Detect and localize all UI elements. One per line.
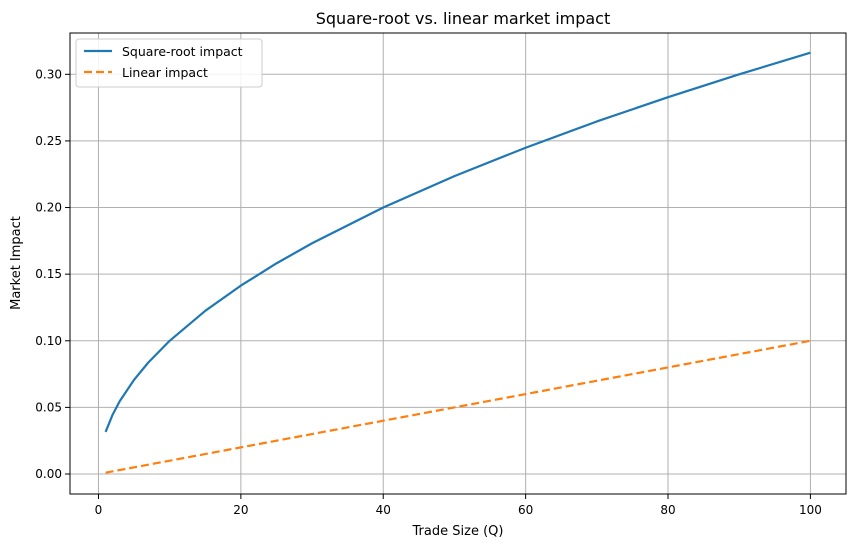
legend-label-linear: Linear impact: [122, 65, 208, 80]
legend-label-sqrt: Square-root impact: [122, 44, 243, 59]
series-layer: [104, 51, 811, 474]
y-tick-label: 0.30: [35, 67, 62, 81]
y-axis-label: Market Impact: [9, 216, 24, 310]
x-tick-label: 40: [376, 503, 391, 517]
y-tick-label: 0.10: [35, 334, 62, 348]
y-tick-label: 0.15: [35, 267, 62, 281]
x-tick-label: 80: [660, 503, 675, 517]
x-tick-label: 20: [233, 503, 248, 517]
y-tick-label: 0.00: [35, 467, 62, 481]
chart-title: Square-root vs. linear market impact: [316, 9, 611, 28]
grid-lines: [70, 33, 846, 494]
series-line-sqrt-impact: [104, 51, 811, 433]
legend-box: [75, 38, 263, 88]
x-tick-label: 60: [518, 503, 533, 517]
y-tick-label: 0.25: [35, 134, 62, 148]
series-line-linear-impact: [105, 339, 811, 474]
y-tick-label: 0.20: [35, 201, 62, 215]
plot-frame: [69, 32, 847, 495]
axis-ticks: 0 20 40 60 80 100 0.00 0.05 0.10 0.15 0.20 0.25 0.30: [35, 67, 822, 517]
x-axis-label: Trade Size (Q): [412, 524, 504, 539]
x-tick-label: 100: [799, 503, 822, 517]
legend: Square-root impact Linear impact: [75, 38, 263, 88]
y-tick-label: 0.05: [35, 400, 62, 414]
x-tick-label: 0: [95, 503, 103, 517]
